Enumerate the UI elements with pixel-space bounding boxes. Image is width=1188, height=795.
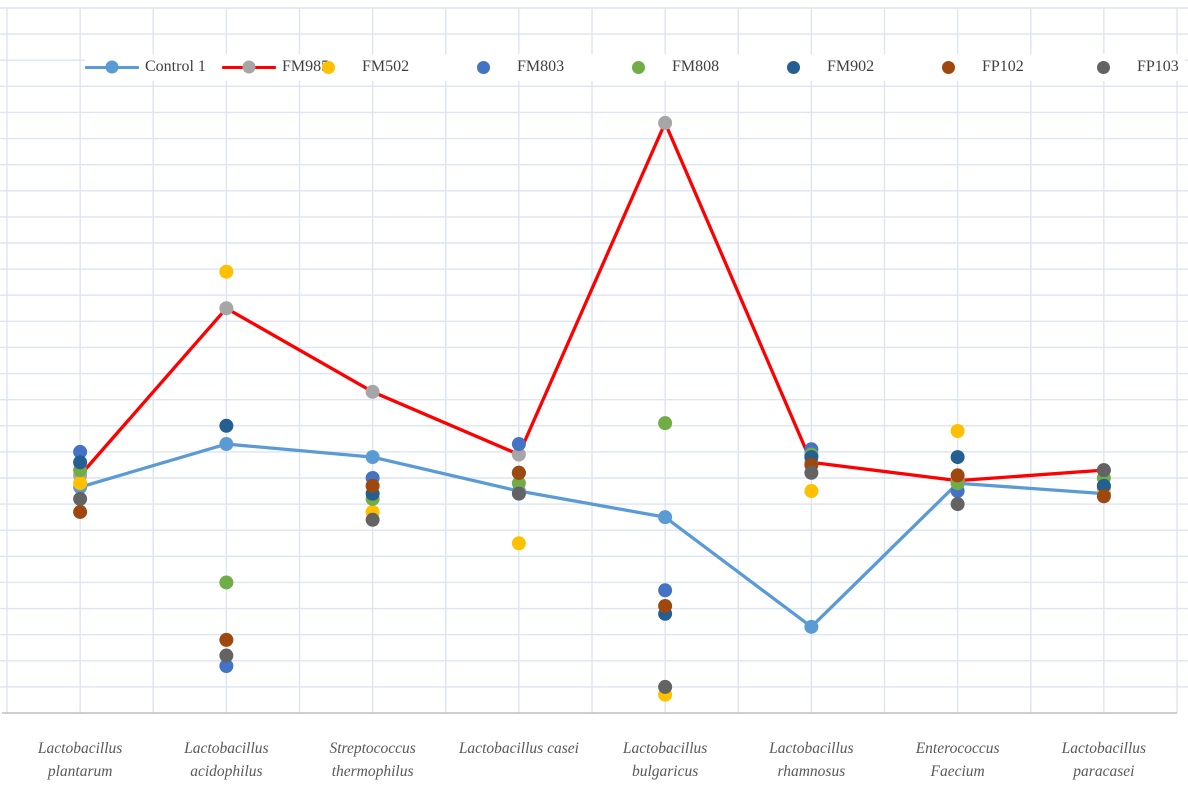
legend-label: FP103 [1137,58,1179,75]
point-fp102-2 [365,478,380,493]
point-fm902-7 [1096,478,1111,493]
point-fm985-3 [511,447,526,462]
legend-line-marker-icon [222,60,276,74]
legend-dot-icon [105,60,119,74]
point-fm985-1 [219,301,234,316]
series-line-control-1[interactable] [78,442,1106,629]
point-fp103-3 [511,486,526,501]
legend-label: Control 1 [145,58,206,75]
x-axis-label-line: plantarum [47,763,113,780]
point-fm902-1 [219,418,234,433]
point-fm985-4 [658,115,673,130]
legend-label: FP102 [982,58,1024,75]
x-axis-label-7: Lactobacillus paracasei [1019,737,1188,783]
point-fp103-5 [804,465,819,480]
x-axis-label-6: Enterococcus Faecium [873,737,1043,783]
point-fp103-1 [219,648,234,663]
point-fm502-6 [950,424,965,438]
x-axis-label-5: Lactobacillus rhamnosus [726,737,896,783]
x-axis-label-line: thermophilus [331,763,414,780]
x-axis-label-line: Streptococcus [329,740,416,757]
x-axis-label-3: Lactobacillus casei [434,737,604,760]
x-axis-label-1: Lactobacillus acidophilus [141,737,311,783]
point-fm502-1 [219,264,234,279]
point-control-1-4 [658,510,673,525]
x-axis-label-line: Faecium [930,763,985,780]
legend-item-fp102[interactable]: FP102 [942,55,1024,79]
point-control-1-5 [804,619,819,634]
series-line-fm985[interactable] [78,121,1106,483]
x-axis-label-line: acidophilus [190,763,263,780]
x-axis-label-4: Lactobacillus bulgaricus [580,737,750,783]
legend-label: FM902 [827,58,875,75]
point-fp102-4 [658,598,673,613]
x-axis-label-line: Enterococcus [915,740,1000,757]
legend-item-fm502[interactable]: FM502 [322,55,409,79]
point-fp102-7 [1096,489,1111,504]
x-axis-label-line: Lactobacillus casei [458,740,579,757]
legend-label: FM803 [517,58,565,75]
legend-dot-icon [787,60,800,74]
point-fm985-2 [365,384,380,399]
point-control-1-2 [365,450,380,465]
point-fm808-1 [219,575,234,590]
point-fp103-4 [658,679,673,694]
x-axis-label-line: Lactobacillus [184,740,269,757]
point-fm803-1 [219,659,234,673]
legend-dot-icon [322,60,335,74]
point-fm502-0 [73,476,88,491]
legend-label: FM808 [672,58,720,75]
point-control-1-1 [219,437,234,452]
x-axis-label-line: bulgaricus [631,763,699,780]
legend-item-fp103[interactable]: FP103 [1097,55,1179,79]
point-fm803-0 [73,444,88,459]
legend-line-marker-icon [85,60,139,74]
legend-label: FM985 [282,58,330,75]
point-fm803-3 [511,437,526,452]
point-fm502-5 [804,484,819,499]
legend-item-fm808[interactable]: FM808 [632,55,719,79]
legend-dot-icon [477,60,490,74]
point-fm803-4 [658,583,673,598]
legend-dot-icon [632,60,645,74]
legend-label: FM502 [362,58,410,75]
x-axis-label-line: rhamnosus [777,763,846,780]
point-fm902-0 [73,455,88,470]
point-fp102-6 [950,468,965,483]
point-fp102-1 [219,632,234,647]
x-axis-label-0: Lactobacillus plantarum [0,737,165,783]
x-axis-label-line: Lactobacillus [37,740,123,757]
x-axis-label-2: Streptococcus thermophilus [288,737,458,783]
point-fm808-3 [511,476,526,491]
point-fm902-6 [950,450,965,465]
legend-item-control-1[interactable]: Control 1 [85,55,206,79]
point-fp103-7 [1096,463,1111,478]
point-fp103-6 [950,497,965,512]
legend-dot-icon [242,60,256,74]
x-axis-label-line: Lactobacillus [769,740,854,757]
x-axis-label-line: Lactobacillus [1061,740,1147,757]
point-fp103-2 [365,512,380,527]
x-axis-label-line: paracasei [1073,763,1135,780]
legend-dot-icon [942,60,955,74]
legend-item-fm803[interactable]: FM803 [477,55,564,79]
legend-item-fm985[interactable]: FM985 [222,55,329,79]
point-fp102-3 [511,465,526,480]
point-fm502-3 [511,536,526,551]
x-axis-label-line: Lactobacillus [622,740,708,757]
legend-dot-icon [1097,60,1110,74]
point-fp103-0 [73,491,88,506]
point-fm808-4 [658,416,673,431]
legend-item-fm902[interactable]: FM902 [787,55,874,79]
point-fp102-0 [73,504,88,519]
